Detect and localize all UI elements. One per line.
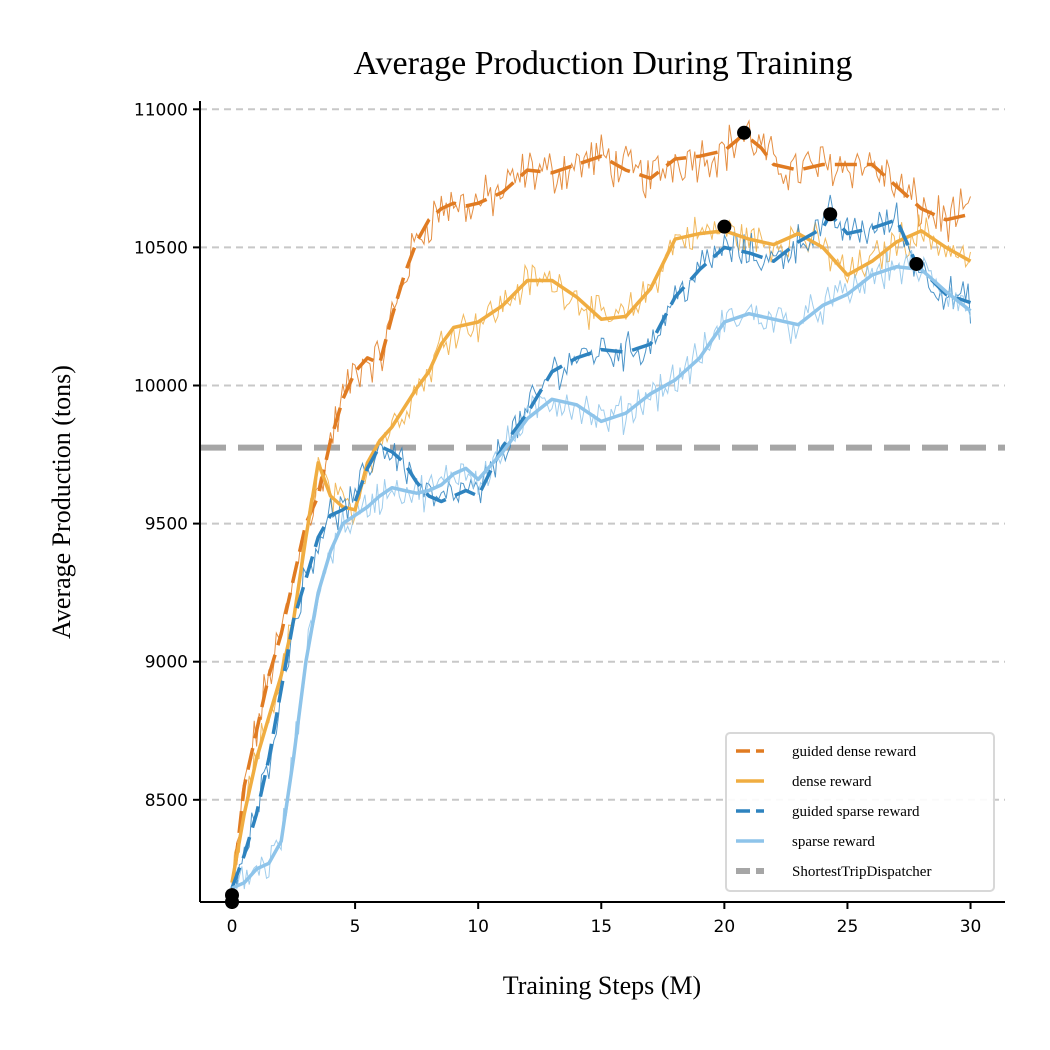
highlight-marker (717, 219, 732, 234)
legend-label: dense reward (792, 774, 872, 790)
axes (199, 101, 1005, 903)
x-axis-label: Training Steps (M) (503, 971, 701, 1000)
markers-layer (225, 125, 924, 909)
series-line-0 (230, 132, 971, 897)
legend-box (725, 732, 995, 892)
x-ticks: 0 5 10 15 20 25 30 (227, 902, 982, 937)
x-tick-label: 10 (467, 917, 489, 937)
legend-label: sparse reward (792, 834, 875, 850)
y-tick-label: 9000 (145, 653, 188, 673)
series-line-3 (231, 264, 972, 890)
x-tick-label: 5 (350, 917, 361, 937)
highlight-marker (737, 125, 752, 140)
y-tick-label: 10500 (134, 238, 188, 258)
x-tick-label: 20 (714, 917, 736, 937)
chart-title: Average Production During Training (354, 45, 853, 82)
highlight-marker (909, 256, 924, 271)
raw-series-line (231, 119, 971, 895)
legend-label: guided dense reward (792, 744, 917, 760)
y-tick-label: 10000 (134, 376, 188, 396)
x-tick-label: 0 (227, 917, 238, 937)
legend: guided dense reward dense reward guided sp… (725, 732, 995, 892)
legend-label: guided sparse reward (792, 804, 920, 820)
raw-series-line (231, 194, 971, 886)
x-tick-label: 15 (590, 917, 612, 937)
y-tick-label: 9500 (145, 515, 188, 535)
y-ticks: 8500 9000 9500 10000 10500 11000 (134, 100, 200, 811)
grid-lines (200, 108, 1005, 801)
x-tick-label: 30 (960, 917, 982, 937)
legend-label: ShortestTripDispatcher (792, 864, 931, 880)
y-tick-label: 8500 (145, 791, 188, 811)
x-tick-label: 25 (837, 917, 859, 937)
y-axis-label: Average Production (tons) (47, 365, 76, 639)
y-tick-label: 11000 (134, 100, 188, 120)
highlight-marker (823, 207, 838, 222)
